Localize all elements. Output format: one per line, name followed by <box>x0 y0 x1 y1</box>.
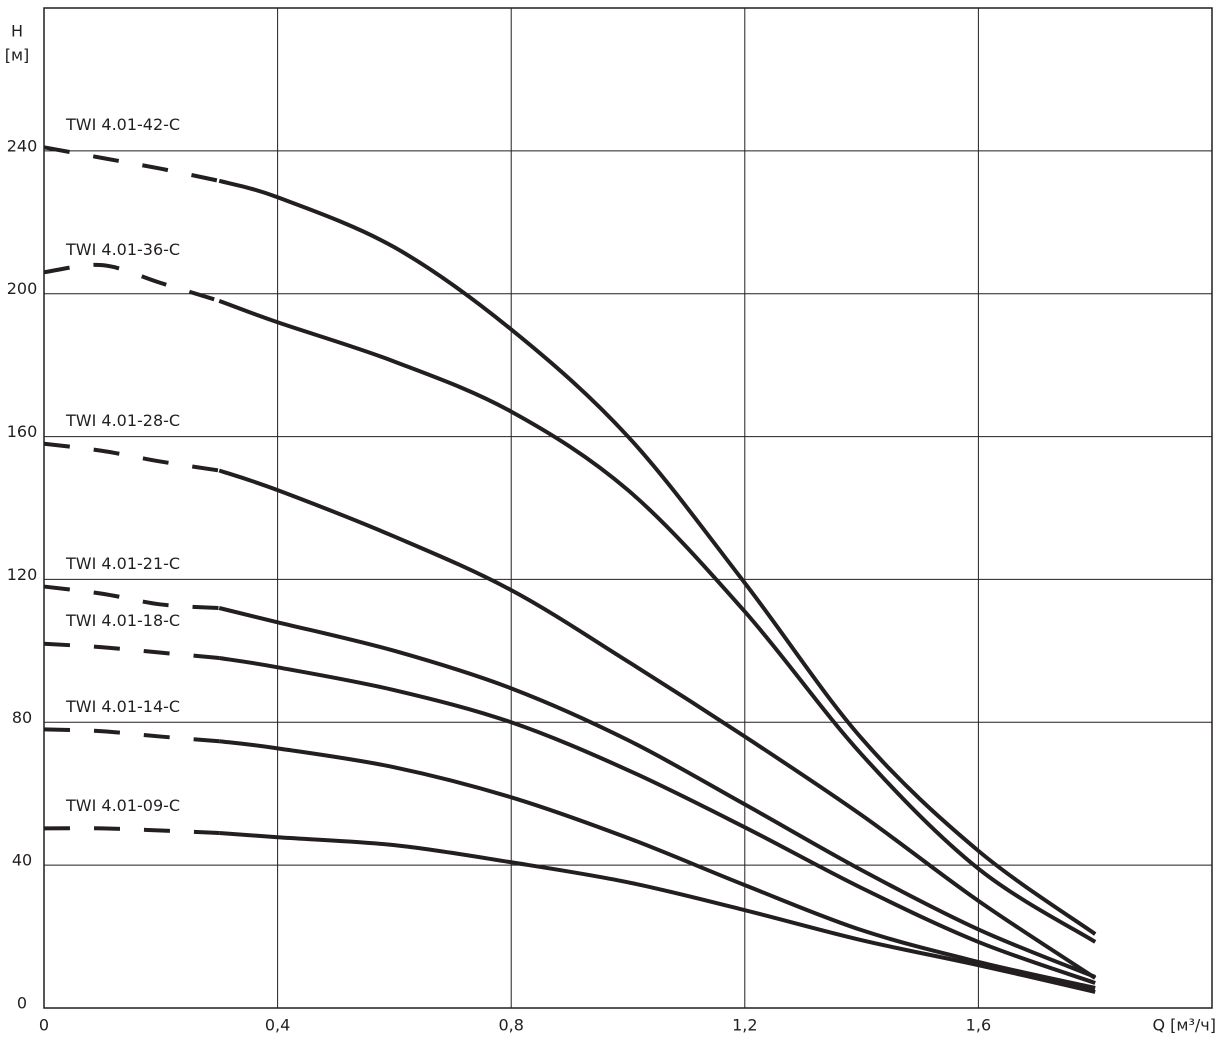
dashed-curve <box>43 584 220 610</box>
x-tick-label: 0,4 <box>265 1016 290 1035</box>
y-axis-label: H <box>11 22 23 41</box>
series-label: TWI 4.01-36-C <box>65 240 180 259</box>
x-tick-label: 1,2 <box>732 1016 757 1035</box>
dashed-curve <box>43 145 220 183</box>
y-tick-label: 160 <box>7 422 38 441</box>
pump-curve <box>218 606 1096 979</box>
plot-frame <box>43 7 1213 1009</box>
x-tick-label: 0 <box>39 1016 49 1035</box>
pump-curve <box>218 298 1097 944</box>
dashed-curve <box>43 441 220 473</box>
y-tick-label: 40 <box>12 851 32 870</box>
series-label: TWI 4.01-28-C <box>65 411 180 430</box>
series-label: TWI 4.01-18-C <box>65 611 180 630</box>
series-label: TWI 4.01-21-C <box>65 554 180 573</box>
x-tick-label: 1,6 <box>966 1016 991 1035</box>
dashed-curve <box>43 262 220 303</box>
y-tick-label: 200 <box>7 279 38 298</box>
pump-curve <box>218 178 1097 936</box>
pump-curve <box>218 739 1096 990</box>
y-axis-unit: [м] <box>5 46 30 65</box>
pump-curve <box>218 468 1097 980</box>
dashed-curve <box>43 826 220 835</box>
x-tick-label: 0,8 <box>498 1016 523 1035</box>
y-tick-label: 0 <box>17 994 27 1013</box>
y-tick-label: 120 <box>7 565 38 584</box>
dashed-curve <box>43 727 220 744</box>
series-label: TWI 4.01-14-C <box>65 697 180 716</box>
y-tick-label: 240 <box>7 136 38 155</box>
series-label: TWI 4.01-42-C <box>65 115 180 134</box>
dashed-curve <box>43 641 220 660</box>
pump-curve <box>218 656 1096 985</box>
x-axis-label: Q [м³/ч] <box>1153 1016 1217 1035</box>
pump-curve <box>219 831 1096 994</box>
y-tick-label: 80 <box>12 708 32 727</box>
series-label: TWI 4.01-09-C <box>65 796 180 815</box>
